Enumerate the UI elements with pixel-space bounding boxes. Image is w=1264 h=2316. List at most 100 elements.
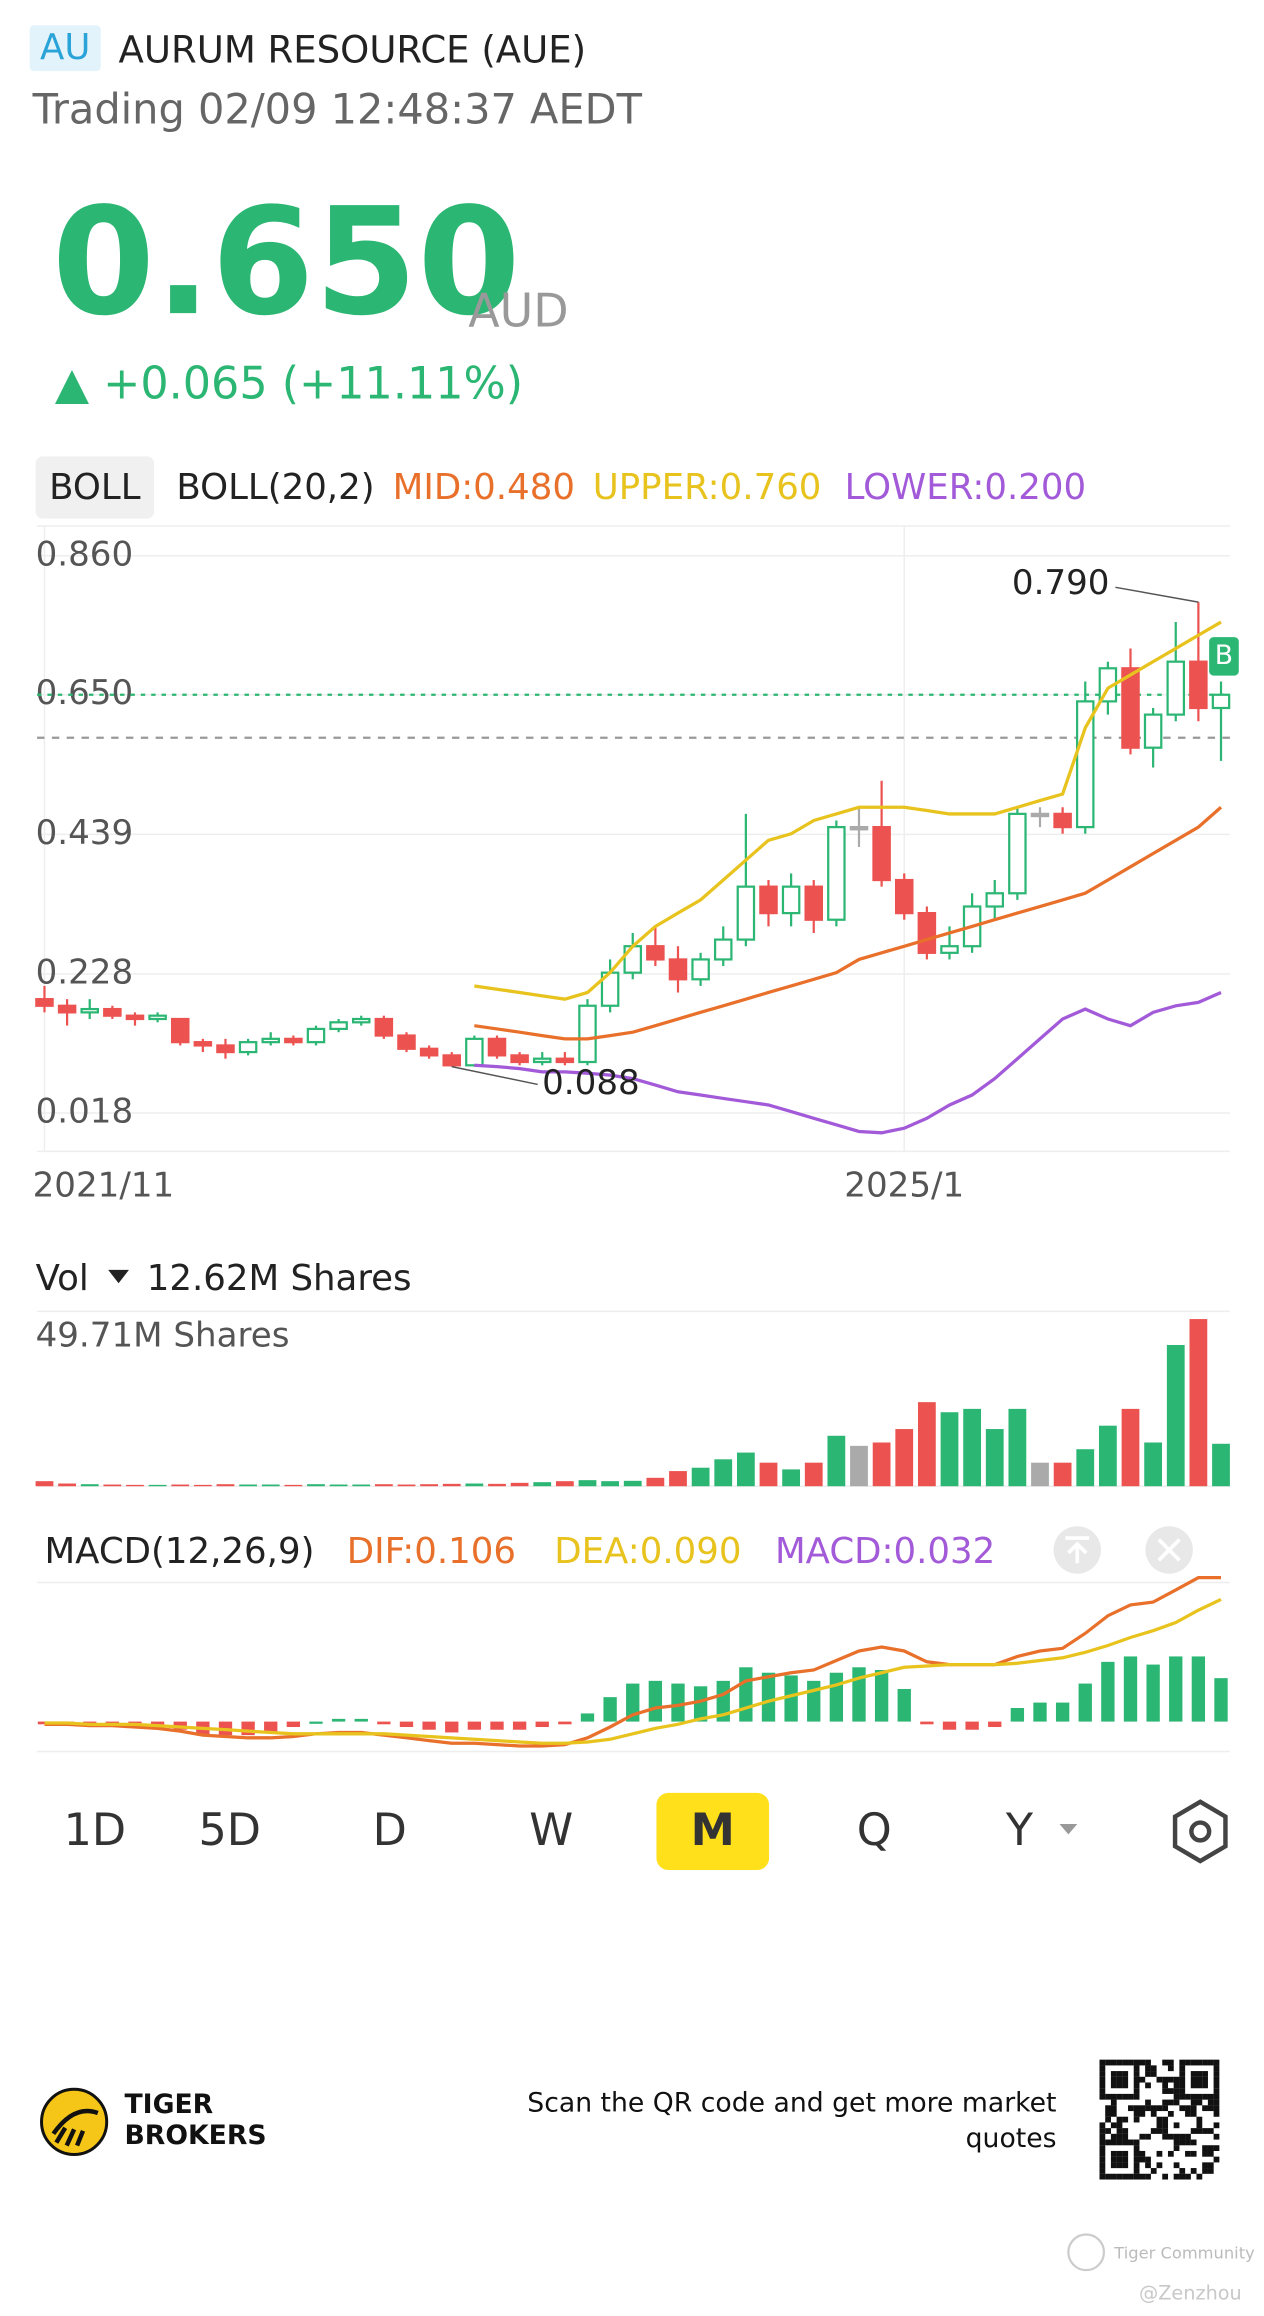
macd-bar: [693, 1686, 708, 1722]
settings-icon[interactable]: [1172, 1799, 1228, 1864]
dropdown-arrow[interactable]: [108, 1269, 129, 1284]
qr-cell: [1196, 2122, 1203, 2129]
volume-bar: [940, 1412, 959, 1487]
candle-body: [1053, 812, 1072, 829]
qr-cell: [1139, 2110, 1146, 2117]
qr-cell: [1185, 2105, 1191, 2112]
qr-cell: [1156, 2122, 1163, 2129]
qr-cell: [1128, 2139, 1134, 2146]
volume-bar: [555, 1481, 574, 1487]
qr-cell: [1116, 2093, 1123, 2100]
macd-bar: [1169, 1656, 1183, 1722]
volume-bar: [646, 1477, 665, 1487]
candle-body: [872, 825, 891, 882]
qr-cell: [1110, 2133, 1117, 2140]
boll-button-bg[interactable]: [35, 456, 155, 519]
badge: AU: [40, 27, 90, 68]
qr-cell: [1162, 2173, 1169, 2180]
qr-cell: [1110, 2173, 1117, 2180]
qr-cell: [1122, 2156, 1129, 2163]
macd-bar: [309, 1721, 323, 1724]
candle-body: [1008, 812, 1027, 895]
macd-bar: [648, 1680, 663, 1722]
qr-cell: [1207, 2105, 1214, 2112]
qr-cell: [1196, 2093, 1203, 2100]
macd-bar: [920, 1721, 934, 1725]
tab[interactable]: M: [691, 1805, 735, 1856]
qr-cell: [1105, 2128, 1111, 2134]
tab-dropdown[interactable]: [1059, 1824, 1078, 1835]
macd-bar: [377, 1721, 391, 1725]
qr-cell: [1196, 2082, 1203, 2089]
macd-bar: [761, 1672, 776, 1722]
qr-cell: [1162, 2105, 1169, 2112]
qr-cell: [1099, 2162, 1106, 2169]
qr-cell: [1145, 2059, 1151, 2066]
tab-highlight[interactable]: [656, 1792, 770, 1870]
qr-cell: [1162, 2116, 1169, 2123]
qr-cell: [1207, 2093, 1214, 2100]
brand-line: TIGER: [124, 2089, 213, 2120]
volume-bar: [850, 1445, 868, 1487]
logo-circle: [40, 2087, 109, 2156]
candle-body: [781, 885, 801, 915]
qr-cell: [1202, 2105, 1208, 2112]
volume-bar: [872, 1442, 891, 1487]
qr-cell: [1145, 2082, 1151, 2089]
candle-body: [261, 1037, 280, 1044]
volume-bar: [1031, 1462, 1049, 1487]
volume-bar: [1053, 1462, 1072, 1487]
candle-body: [1030, 812, 1050, 818]
candle-body: [691, 958, 710, 981]
qr-cell: [1190, 2110, 1197, 2117]
author: @Zenzhou: [1139, 2281, 1242, 2304]
qr-cell: [1173, 2076, 1180, 2083]
volume-bar: [963, 1408, 982, 1487]
candle-body: [804, 885, 824, 921]
candle-body: [1211, 693, 1231, 710]
qr-cell: [1213, 2145, 1220, 2152]
qr-cell: [1167, 2133, 1174, 2140]
candle-body: [1189, 660, 1208, 710]
qr-cell: [1122, 2139, 1129, 2146]
tab[interactable]: Q: [857, 1805, 892, 1856]
qr-cell: [1139, 2156, 1146, 2163]
tab[interactable]: W: [529, 1805, 573, 1856]
qr-cell: [1167, 2076, 1174, 2083]
price: 0.650: [52, 175, 521, 348]
macd-bar: [241, 1721, 255, 1736]
qr-cell: [1179, 2082, 1186, 2089]
tab[interactable]: 5D: [198, 1805, 260, 1856]
volume-bar: [442, 1483, 461, 1487]
volume-bar: [397, 1484, 416, 1487]
qr-cell: [1133, 2162, 1140, 2169]
qr-cell: [1150, 2071, 1157, 2077]
macd-bar: [467, 1721, 482, 1730]
tab[interactable]: D: [373, 1805, 407, 1856]
candle-body: [57, 1004, 77, 1014]
watermark-icon: [1067, 2233, 1106, 2272]
macd-bar: [422, 1721, 436, 1730]
macd-line: [44, 1576, 1222, 1748]
candle-body: [1121, 667, 1140, 749]
qr-cell: [1207, 2128, 1214, 2134]
y-tick-label: 0.439: [36, 813, 134, 853]
qr-cell: [1179, 2105, 1186, 2112]
tab[interactable]: Y: [1005, 1805, 1034, 1856]
qr-cell: [1196, 2099, 1203, 2106]
qr-cell: [1185, 2150, 1191, 2157]
candle-body: [465, 1037, 484, 1067]
qr-cell: [1116, 2071, 1123, 2077]
qr-cell: [1213, 2076, 1220, 2083]
qr-cell: [1122, 2071, 1129, 2077]
boll-button[interactable]: BOLL: [49, 467, 141, 508]
volume-bar: [1121, 1408, 1140, 1487]
candle-body: [284, 1037, 303, 1044]
qr-cell: [1207, 2099, 1214, 2106]
qr-cell: [1167, 2065, 1174, 2072]
candle-body: [623, 945, 643, 974]
macd-bar: [807, 1680, 821, 1722]
macd-bar: [490, 1721, 504, 1730]
tab[interactable]: 1D: [64, 1805, 127, 1856]
